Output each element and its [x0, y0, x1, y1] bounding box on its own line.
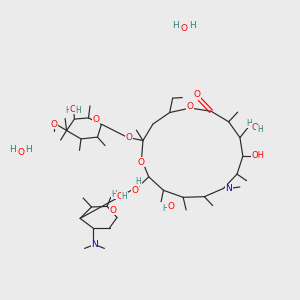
Text: O: O	[125, 133, 132, 142]
Text: O: O	[193, 90, 200, 99]
Text: O: O	[180, 24, 188, 33]
Text: O: O	[132, 186, 139, 195]
Text: N: N	[91, 240, 98, 249]
Text: H: H	[246, 119, 252, 128]
Text: H: H	[162, 204, 168, 213]
Text: O: O	[93, 115, 100, 124]
Text: O: O	[187, 102, 194, 111]
Text: O: O	[70, 105, 77, 114]
Text: H: H	[189, 21, 196, 30]
Text: H: H	[257, 125, 262, 134]
Text: O: O	[110, 206, 117, 215]
Text: H: H	[76, 106, 82, 115]
Text: O: O	[251, 123, 258, 132]
Text: H: H	[65, 106, 71, 115]
Text: O: O	[167, 202, 174, 211]
Text: H: H	[25, 145, 32, 154]
Text: O: O	[17, 148, 25, 157]
Text: O: O	[50, 120, 57, 129]
Text: H: H	[122, 192, 128, 201]
Text: O: O	[138, 158, 145, 167]
Text: H: H	[10, 145, 16, 154]
Text: O: O	[116, 192, 123, 201]
Text: H: H	[112, 190, 118, 199]
Text: N: N	[225, 184, 232, 193]
Text: OH: OH	[251, 151, 264, 160]
Text: H: H	[172, 21, 179, 30]
Text: H: H	[135, 177, 141, 186]
